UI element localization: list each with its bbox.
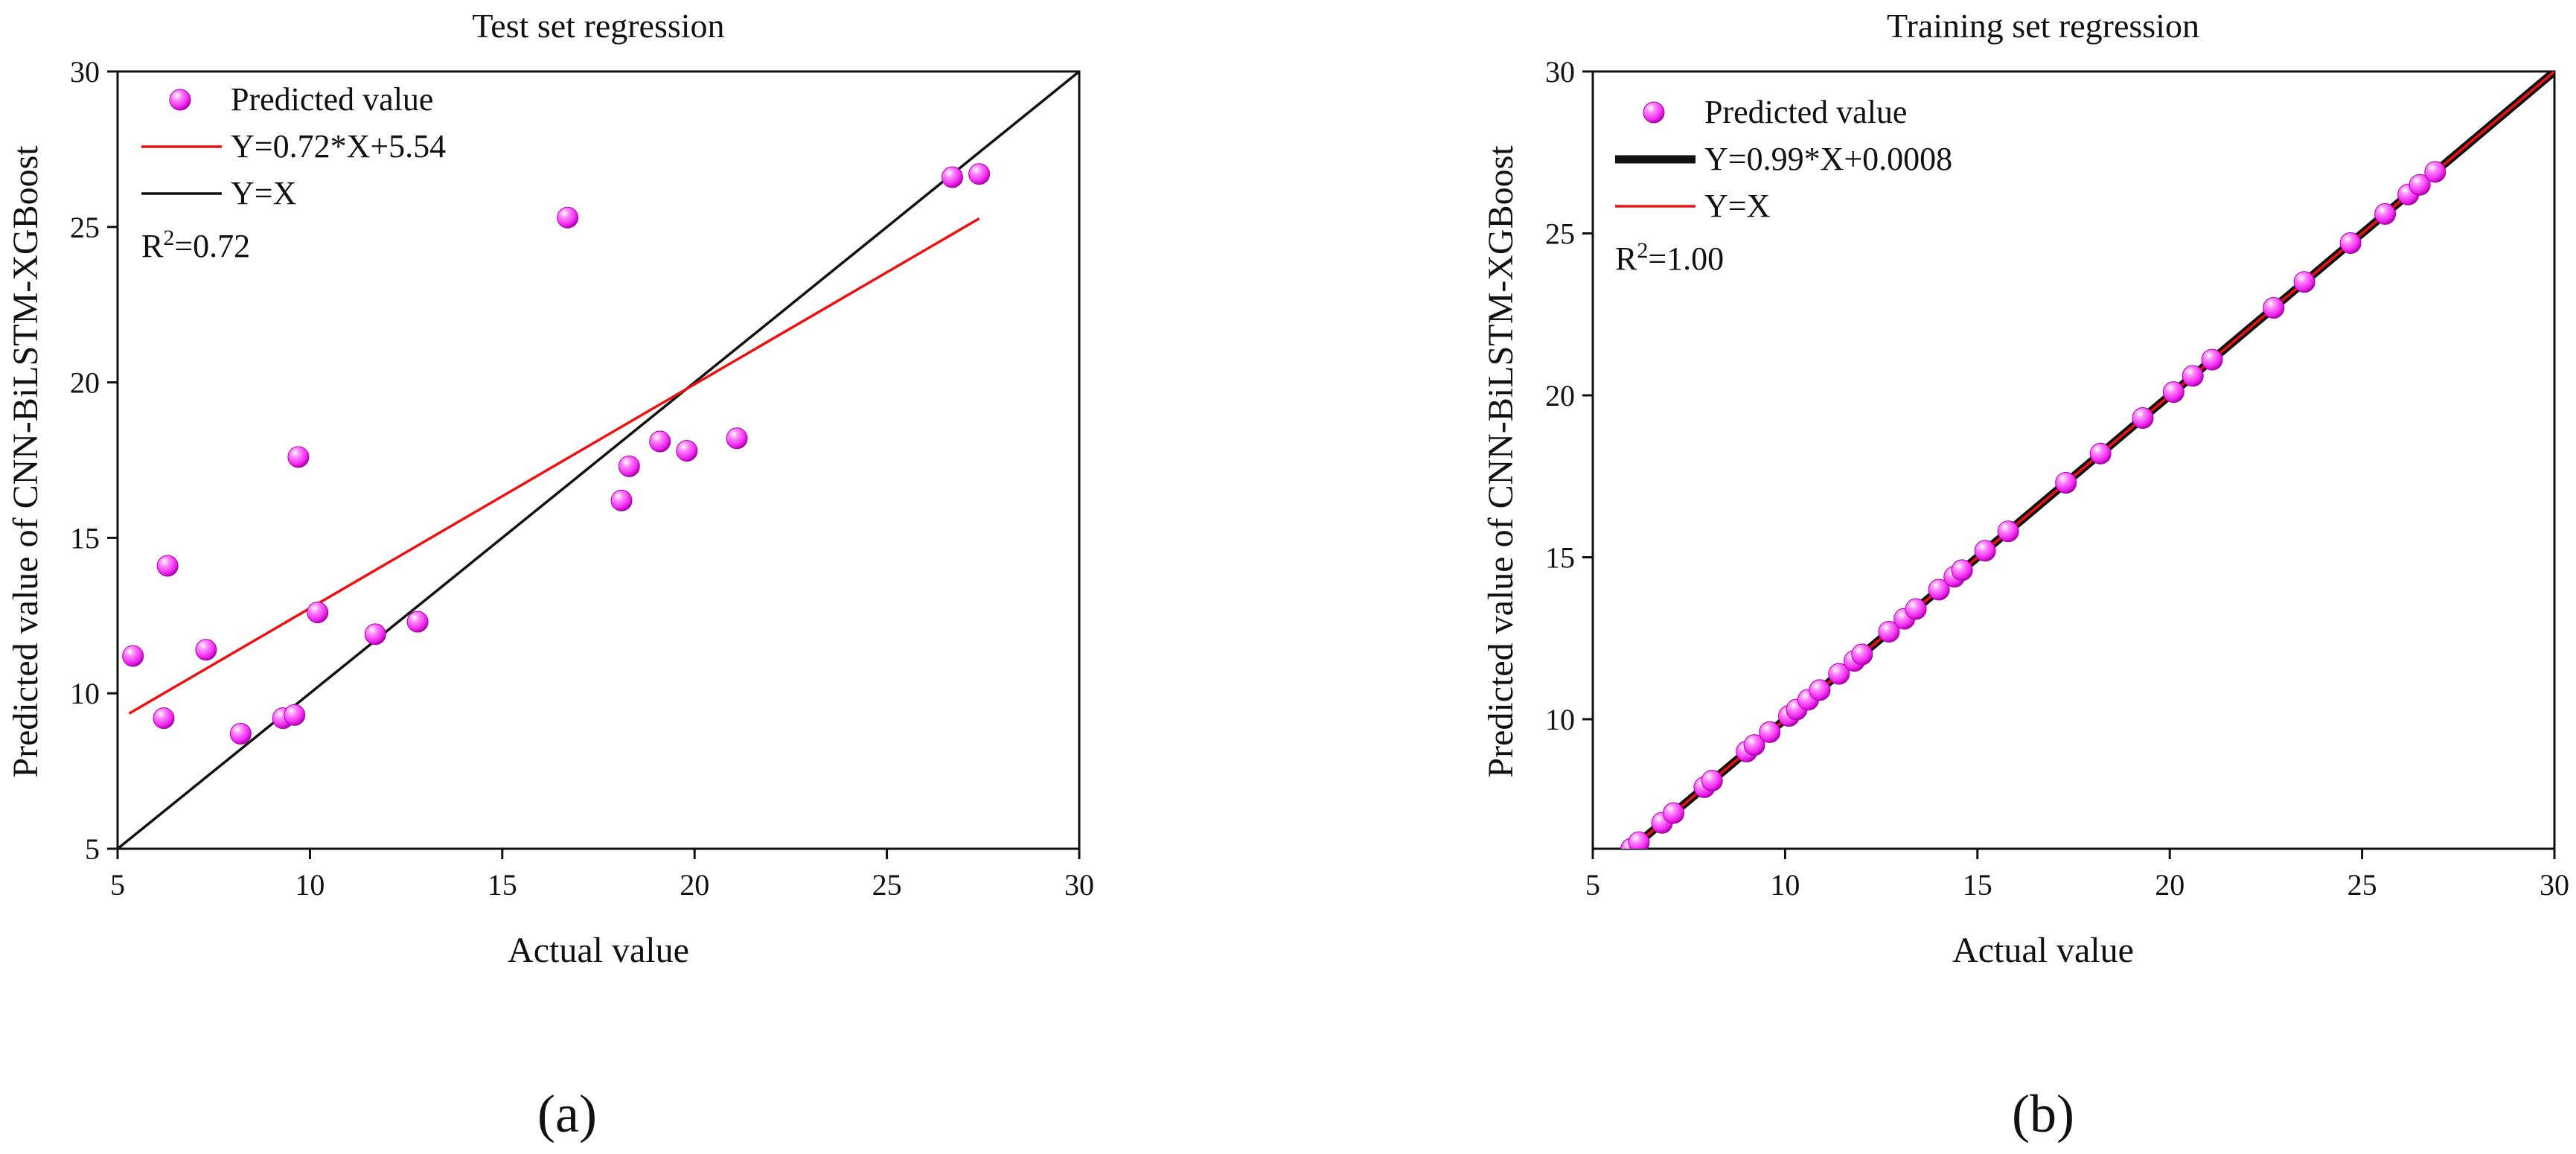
x-axis-label: Actual value bbox=[508, 931, 689, 970]
x-tick-label: 5 bbox=[1585, 868, 1600, 902]
y-tick-label: 25 bbox=[70, 211, 100, 244]
data-point bbox=[1828, 663, 1850, 685]
y-tick-label: 30 bbox=[1545, 55, 1575, 89]
data-point bbox=[2162, 381, 2185, 404]
plot-area: 5 10 15 20 25 30 10 15 20 25 30 Predicted value Y=0.… bbox=[1545, 55, 2569, 902]
legend-label: Predicted value bbox=[231, 81, 433, 118]
data-point bbox=[406, 611, 429, 633]
data-point bbox=[2089, 442, 2112, 465]
data-point bbox=[2263, 297, 2285, 319]
data-point bbox=[726, 427, 748, 450]
y-axis-label: Predicted value of CNN-BiLSTM-XGBoost bbox=[1481, 145, 1521, 778]
x-tick-label: 10 bbox=[295, 868, 325, 902]
data-point bbox=[229, 722, 252, 745]
legend-label: Y=X bbox=[1704, 188, 1770, 224]
data-point bbox=[2293, 271, 2315, 293]
x-tick-label: 20 bbox=[2155, 868, 2185, 902]
data-point bbox=[557, 206, 579, 229]
data-point bbox=[2424, 161, 2446, 183]
data-point bbox=[1851, 643, 1873, 666]
chart-title: Training set regression bbox=[1887, 7, 2199, 45]
x-tick-label: 30 bbox=[2540, 868, 2569, 902]
data-point bbox=[156, 555, 179, 577]
y-tick-label: 25 bbox=[1545, 217, 1575, 251]
data-point bbox=[968, 163, 991, 185]
legend-label: Y=0.99*X+0.0008 bbox=[1704, 141, 1952, 177]
data-point bbox=[2132, 407, 2154, 429]
x-tick-label: 30 bbox=[1064, 868, 1094, 902]
data-point bbox=[610, 489, 633, 511]
data-point bbox=[287, 446, 310, 468]
x-tick-label: 15 bbox=[1963, 868, 1992, 902]
data-point bbox=[1759, 721, 1781, 743]
legend-label: Predicted value bbox=[1704, 94, 1907, 130]
r-squared-label: R2=1.00 bbox=[1615, 238, 1724, 277]
y-tick-label: 15 bbox=[1545, 541, 1575, 575]
panel-label: (a) bbox=[537, 1084, 597, 1144]
legend-marker-icon bbox=[1643, 101, 1665, 124]
panel-label: (b) bbox=[2012, 1084, 2074, 1144]
data-point bbox=[284, 704, 306, 726]
regression-line bbox=[128, 217, 980, 715]
data-point bbox=[1628, 831, 1650, 849]
x-tick-label: 5 bbox=[110, 868, 125, 902]
data-point bbox=[1928, 578, 1950, 601]
data-point bbox=[2182, 365, 2204, 387]
legend: Predicted value Y=0.99*X+0.0008 Y=X R2=1.00 bbox=[1615, 94, 1952, 277]
panel-b-chart: Training set regression 5 10 15 20 25 30 10 15 2… bbox=[1481, 7, 2569, 1144]
data-point bbox=[1743, 734, 1765, 756]
y-axis-label: Predicted value of CNN-BiLSTM-XGBoost bbox=[6, 145, 45, 778]
legend-label: Y=X bbox=[231, 175, 296, 211]
data-point bbox=[1905, 598, 1927, 620]
chart-title: Test set regression bbox=[472, 7, 724, 45]
x-tick-label: 25 bbox=[872, 868, 902, 902]
data-point bbox=[1951, 559, 1973, 581]
x-tick-label: 15 bbox=[488, 868, 517, 902]
plot-clip-group bbox=[1620, 71, 2554, 849]
x-tick-label: 10 bbox=[1770, 868, 1800, 902]
axes-frame bbox=[116, 70, 1081, 850]
axes-frame bbox=[1591, 70, 2556, 850]
data-point bbox=[618, 455, 640, 477]
data-point bbox=[1701, 770, 1723, 792]
legend: Predicted value Y=0.72*X+5.54 Y=X R2=0.72 bbox=[141, 81, 446, 264]
plot-clip-group bbox=[118, 71, 1079, 849]
data-point bbox=[153, 707, 175, 730]
data-point bbox=[122, 645, 144, 667]
data-point bbox=[195, 639, 217, 661]
data-point bbox=[2409, 173, 2431, 196]
y-tick-label: 30 bbox=[70, 55, 100, 89]
plot-area: 5 10 15 20 25 30 5 10 15 20 25 30 Predicted value Y=0… bbox=[70, 55, 1094, 902]
r-squared-label: R2=0.72 bbox=[141, 226, 250, 264]
y-tick-label: 10 bbox=[1545, 703, 1575, 736]
data-point bbox=[1809, 679, 1831, 701]
y-tick-label: 10 bbox=[70, 677, 100, 710]
data-point bbox=[364, 623, 386, 645]
x-tick-label: 25 bbox=[2348, 868, 2377, 902]
y-tick-label: 15 bbox=[70, 521, 100, 555]
data-point bbox=[307, 602, 329, 624]
panel-a-chart: Test set regression 5 10 15 20 25 30 5 10 15 20 25… bbox=[6, 7, 1094, 1144]
legend-label: Y=0.72*X+5.54 bbox=[231, 128, 446, 165]
data-point bbox=[2339, 232, 2362, 255]
legend-marker-icon bbox=[169, 89, 191, 111]
data-point bbox=[2055, 471, 2077, 494]
y-tick-label: 5 bbox=[85, 832, 100, 866]
data-point bbox=[676, 439, 698, 462]
data-point bbox=[1878, 621, 1900, 643]
data-point bbox=[1663, 802, 1685, 824]
y-tick-label: 20 bbox=[1545, 379, 1575, 412]
x-axis-label: Actual value bbox=[1952, 931, 2134, 970]
data-point bbox=[1974, 540, 1996, 562]
data-point bbox=[941, 166, 963, 188]
data-point bbox=[649, 430, 671, 453]
y-tick-label: 20 bbox=[70, 366, 100, 400]
x-tick-label: 20 bbox=[680, 868, 709, 902]
data-point bbox=[2374, 203, 2397, 225]
data-point bbox=[1997, 520, 2019, 543]
data-point bbox=[2201, 348, 2223, 371]
